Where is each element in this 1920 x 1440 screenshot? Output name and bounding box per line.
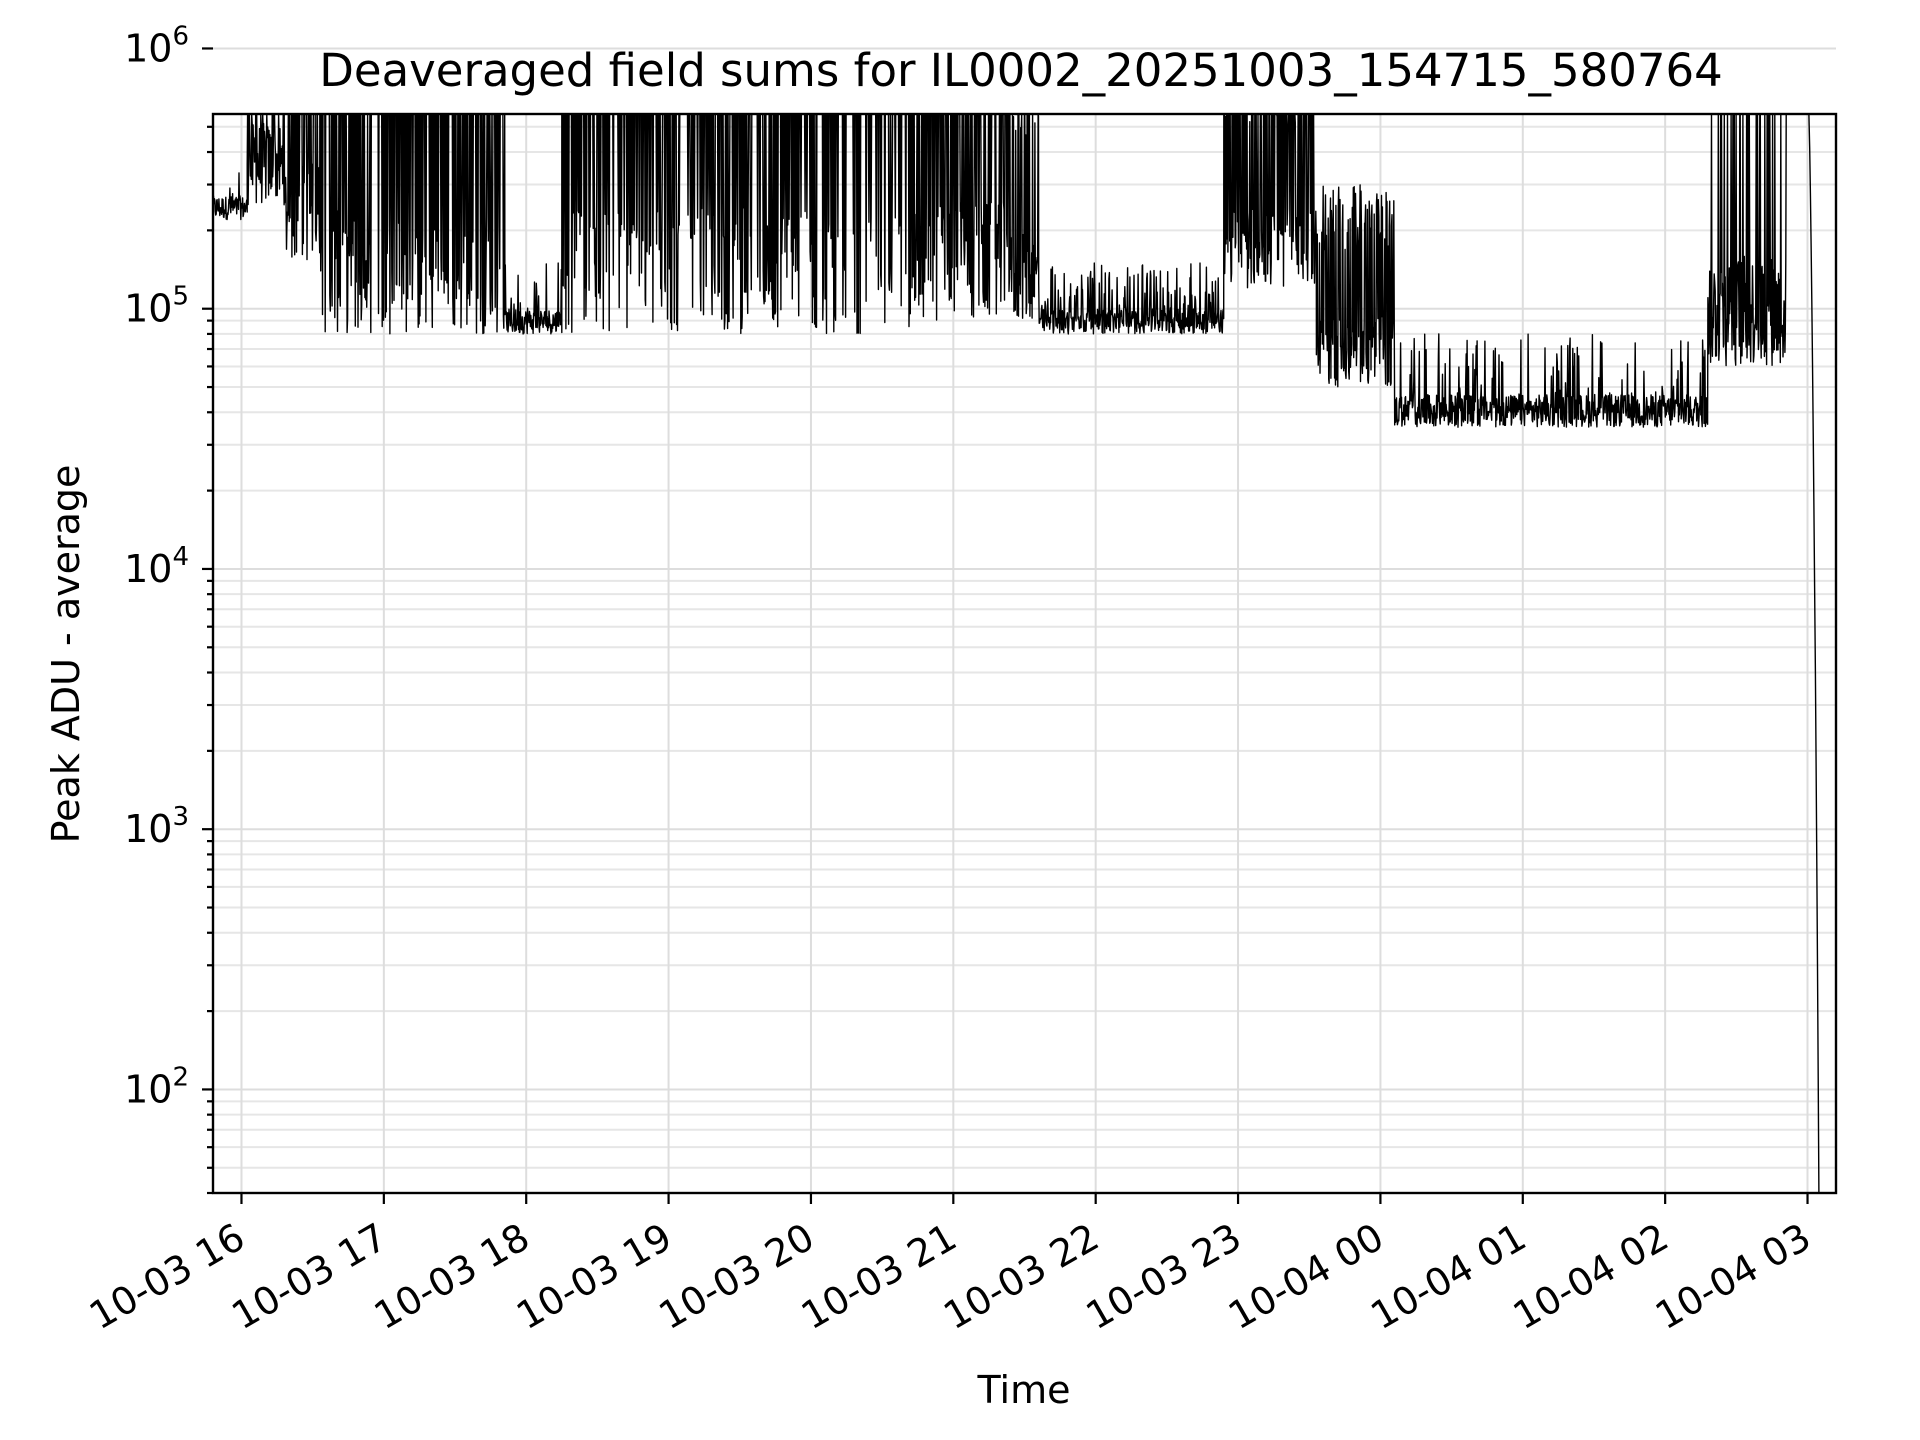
- x-tick-label: 10-04 00: [1221, 1215, 1391, 1339]
- y-tick-label: 106: [124, 21, 189, 70]
- series-line: [212, 113, 1820, 1194]
- x-tick-label: 10-03 20: [651, 1215, 821, 1339]
- x-tick-label: 10-03 19: [509, 1215, 679, 1339]
- x-tick-label: 10-04 01: [1363, 1215, 1533, 1339]
- grid: [213, 47, 1836, 1194]
- y-axis-label: Peak ADU - average: [44, 465, 88, 844]
- x-tick-label: 10-03 23: [1079, 1215, 1249, 1339]
- x-tick-label: 10-04 02: [1506, 1215, 1676, 1339]
- chart-title: Deaveraged field sums for IL0002_2025100…: [319, 44, 1723, 97]
- y-tick-label: 104: [124, 542, 189, 591]
- y-tick-label: 102: [124, 1062, 189, 1111]
- x-tick-label: 10-03 22: [936, 1215, 1106, 1339]
- y-tick-label: 103: [124, 802, 189, 851]
- y-tick-label: 105: [124, 282, 189, 331]
- x-tick-label: 10-03 16: [82, 1215, 252, 1339]
- x-tick-label: 10-03 18: [367, 1215, 537, 1339]
- x-tick-label: 10-03 17: [224, 1215, 394, 1339]
- x-tick-label: 10-04 03: [1648, 1215, 1818, 1339]
- x-tick-label: 10-03 21: [794, 1215, 964, 1339]
- x-axis-label: Time: [977, 1368, 1071, 1412]
- y-axis: 102 103 104 105 106: [124, 21, 213, 1195]
- plot-frame: [211, 112, 1838, 1195]
